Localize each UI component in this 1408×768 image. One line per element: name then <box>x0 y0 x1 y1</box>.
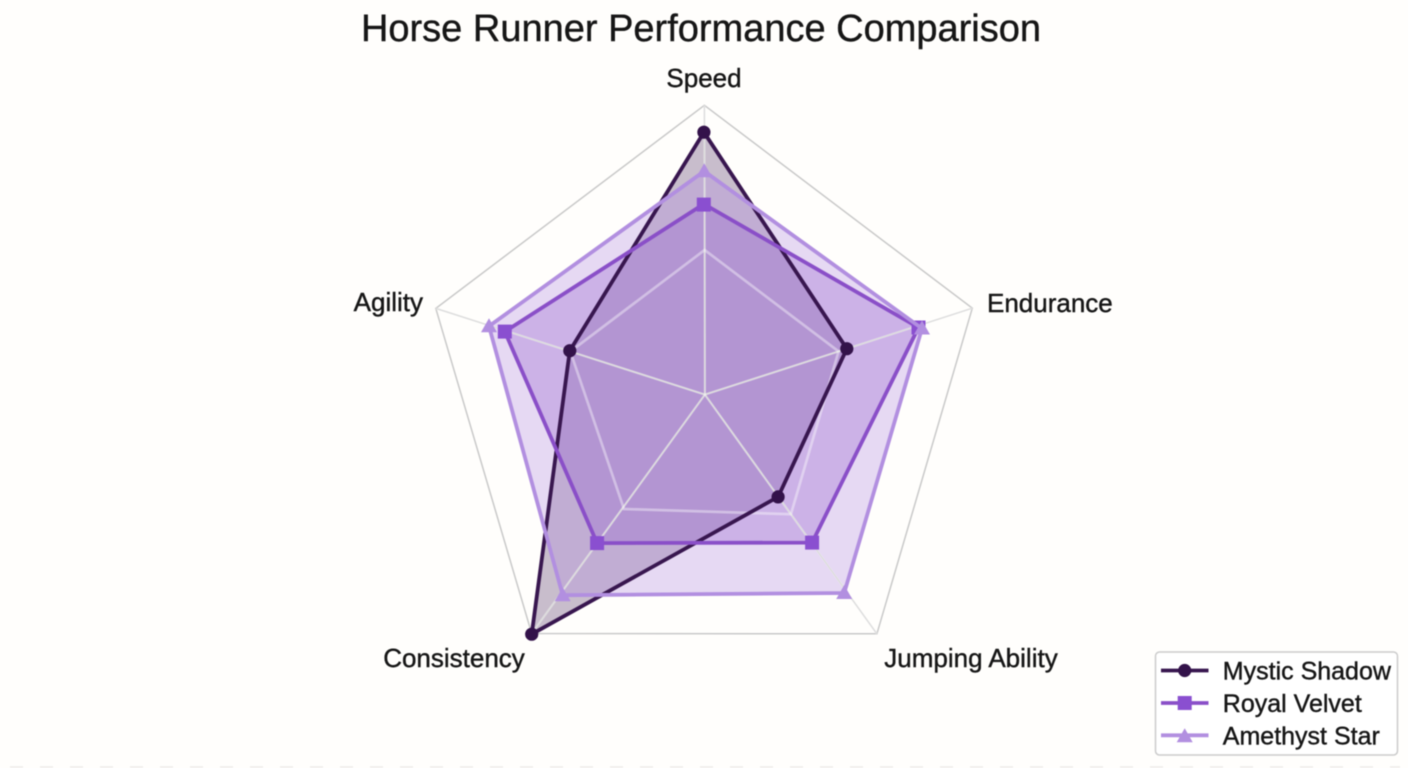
svg-text:Horse Runner Performance Compa: Horse Runner Performance Comparison <box>361 8 1041 50</box>
svg-text:Consistency: Consistency <box>383 643 525 673</box>
svg-text:Agility: Agility <box>354 287 423 317</box>
svg-text:Royal Velvet: Royal Velvet <box>1223 690 1362 718</box>
svg-text:Amethyst Star: Amethyst Star <box>1223 723 1380 751</box>
svg-text:Endurance: Endurance <box>987 288 1113 318</box>
svg-text:Mystic Shadow: Mystic Shadow <box>1223 658 1392 686</box>
svg-text:Jumping Ability: Jumping Ability <box>884 643 1057 673</box>
svg-text:Speed: Speed <box>666 63 741 93</box>
